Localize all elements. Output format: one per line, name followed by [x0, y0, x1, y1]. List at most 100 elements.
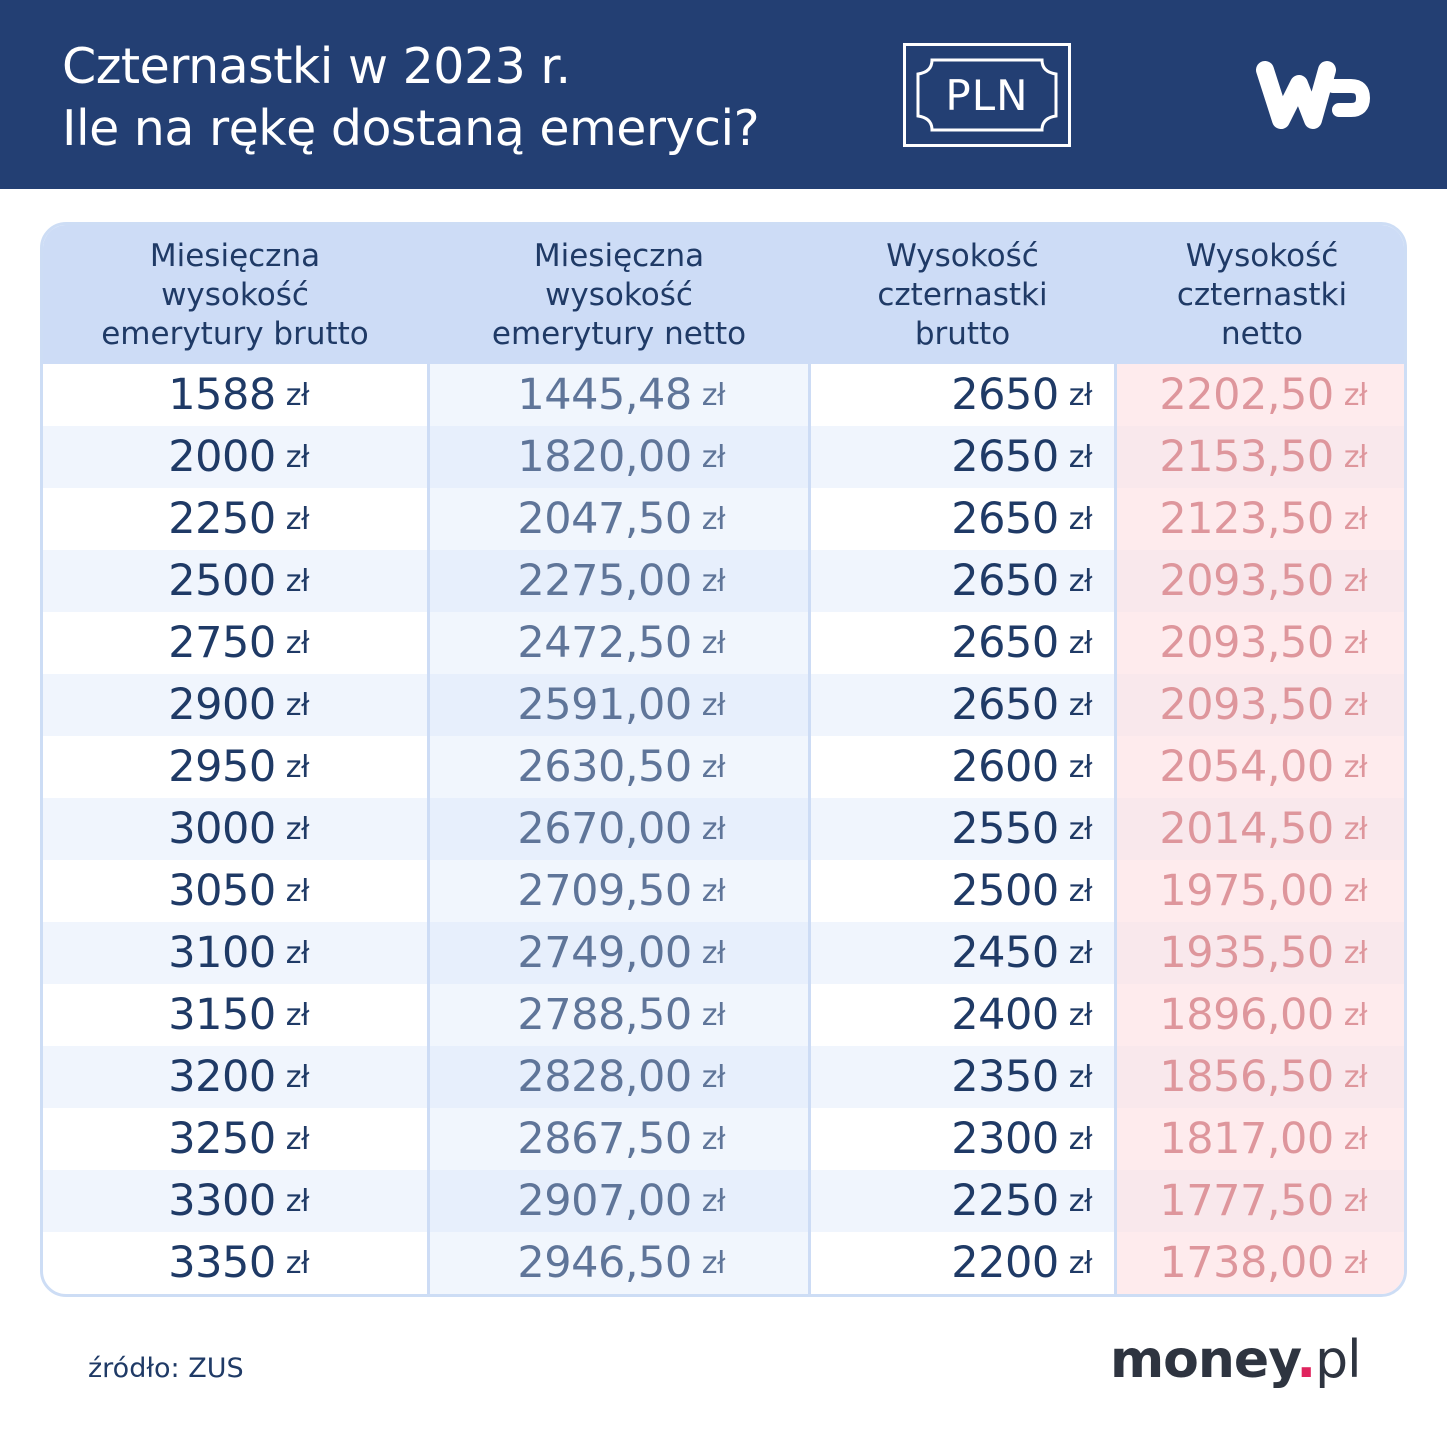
cell-value: 3050 — [168, 866, 276, 916]
column-header-pension-net: Miesięczna wysokość emerytury netto — [491, 238, 747, 352]
currency-unit: zł — [1068, 501, 1093, 537]
cell-value: 2749,00 — [517, 928, 692, 978]
cell-value: 2946,50 — [517, 1238, 692, 1288]
currency-unit: zł — [701, 501, 726, 537]
currency-unit: zł — [701, 749, 726, 785]
cell-value: 2000 — [168, 432, 276, 482]
table-cell: 2650 zł — [811, 364, 1114, 426]
cell-value: 2650 — [951, 432, 1059, 482]
currency-unit: zł — [701, 687, 726, 723]
table-cell: 1588 zł — [43, 364, 427, 426]
cell-value: 2670,00 — [517, 804, 692, 854]
currency-unit: zł — [1068, 377, 1093, 413]
table-cell: 2591,00 zł — [430, 674, 808, 736]
table-cell: 2709,50 zł — [430, 860, 808, 922]
table-cell: 2907,00 zł — [430, 1170, 808, 1232]
table-cell: 2650 zł — [811, 674, 1114, 736]
table-cell: 1820,00 zł — [430, 426, 808, 488]
cell-value: 3150 — [168, 990, 276, 1040]
cell-value: 2950 — [168, 742, 276, 792]
cell-value: 2472,50 — [517, 618, 692, 668]
table-cell: 2500 zł — [43, 550, 427, 612]
column-divider — [808, 364, 811, 1294]
cell-value: 2250 — [951, 1176, 1059, 1226]
currency-unit: zł — [285, 625, 310, 661]
table-cell: 2650 zł — [811, 426, 1114, 488]
cell-value: 2350 — [951, 1052, 1059, 1102]
currency-unit: zł — [701, 1121, 726, 1157]
cell-value: 2500 — [951, 866, 1059, 916]
cell-value: 2907,00 — [517, 1176, 692, 1226]
currency-label: PLN — [945, 70, 1029, 120]
currency-unit: zł — [701, 563, 726, 599]
currency-unit: zł — [285, 563, 310, 599]
highlight-column-shade — [1114, 364, 1404, 1294]
table-cell: 3300 zł — [43, 1170, 427, 1232]
currency-unit: zł — [701, 1059, 726, 1095]
cell-value: 3300 — [168, 1176, 276, 1226]
cell-value: 2300 — [951, 1114, 1059, 1164]
table-cell: 3150 zł — [43, 984, 427, 1046]
source-note: źródło: ZUS — [88, 1353, 244, 1384]
currency-unit: zł — [1068, 1245, 1093, 1281]
table-cell: 2900 zł — [43, 674, 427, 736]
cell-value: 2047,50 — [517, 494, 692, 544]
table-cell: 2450 zł — [811, 922, 1114, 984]
cell-value: 2650 — [951, 618, 1059, 668]
currency-unit: zł — [1068, 563, 1093, 599]
cell-value: 3200 — [168, 1052, 276, 1102]
currency-unit: zł — [285, 377, 310, 413]
page-title: Czternastki w 2023 r. Ile na rękę dostan… — [62, 36, 760, 160]
table-cell: 2946,50 zł — [430, 1232, 808, 1294]
column-header-bonus-gross: Wysokość czternastki brutto — [877, 238, 1048, 352]
currency-unit: zł — [285, 687, 310, 723]
currency-unit: zł — [1068, 439, 1093, 475]
table-cell: 2047,50 zł — [430, 488, 808, 550]
currency-unit: zł — [701, 811, 726, 847]
column-header-bonus-net: Wysokość czternastki netto — [1176, 238, 1348, 352]
table-cell: 3250 zł — [43, 1108, 427, 1170]
table-cell: 2275,00 zł — [430, 550, 808, 612]
currency-unit: zł — [1068, 687, 1093, 723]
cell-value: 3000 — [168, 804, 276, 854]
currency-unit: zł — [285, 1059, 310, 1095]
table-cell: 2472,50 zł — [430, 612, 808, 674]
table-cell: 2749,00 zł — [430, 922, 808, 984]
table-cell: 2788,50 zł — [430, 984, 808, 1046]
cell-value: 2650 — [951, 494, 1059, 544]
table-cell: 2950 zł — [43, 736, 427, 798]
table-cell: 2650 zł — [811, 488, 1114, 550]
currency-unit: zł — [1068, 811, 1093, 847]
table-cell: 2300 zł — [811, 1108, 1114, 1170]
column-header-pension-gross: Miesięczna wysokość emerytury brutto — [101, 238, 369, 352]
currency-unit: zł — [285, 1245, 310, 1281]
table-cell: 2550 zł — [811, 798, 1114, 860]
table-cell: 2200 zł — [811, 1232, 1114, 1294]
currency-unit: zł — [1068, 625, 1093, 661]
table-cell: 2630,50 zł — [430, 736, 808, 798]
cell-value: 2550 — [951, 804, 1059, 854]
cell-value: 2650 — [951, 556, 1059, 606]
cell-value: 2867,50 — [517, 1114, 692, 1164]
money-pl-logo: money.pl — [1110, 1330, 1362, 1390]
banknote-icon: PLN — [903, 43, 1071, 147]
currency-unit: zł — [285, 935, 310, 971]
column-divider — [1114, 364, 1117, 1294]
table-cell: 3200 zł — [43, 1046, 427, 1108]
table-header: Miesięczna wysokość emerytury brutto Mie… — [43, 225, 1404, 364]
cell-value: 2788,50 — [517, 990, 692, 1040]
currency-unit: zł — [285, 501, 310, 537]
currency-unit: zł — [1068, 749, 1093, 785]
currency-unit: zł — [285, 1121, 310, 1157]
currency-unit: zł — [701, 873, 726, 909]
currency-unit: zł — [701, 439, 726, 475]
cell-value: 2750 — [168, 618, 276, 668]
table-cell: 2650 zł — [811, 612, 1114, 674]
cell-value: 2250 — [168, 494, 276, 544]
table-cell: 3050 zł — [43, 860, 427, 922]
cell-value: 2591,00 — [517, 680, 692, 730]
table-cell: 2250 zł — [811, 1170, 1114, 1232]
cell-value: 2450 — [951, 928, 1059, 978]
table-cell: 3000 zł — [43, 798, 427, 860]
currency-unit: zł — [701, 935, 726, 971]
